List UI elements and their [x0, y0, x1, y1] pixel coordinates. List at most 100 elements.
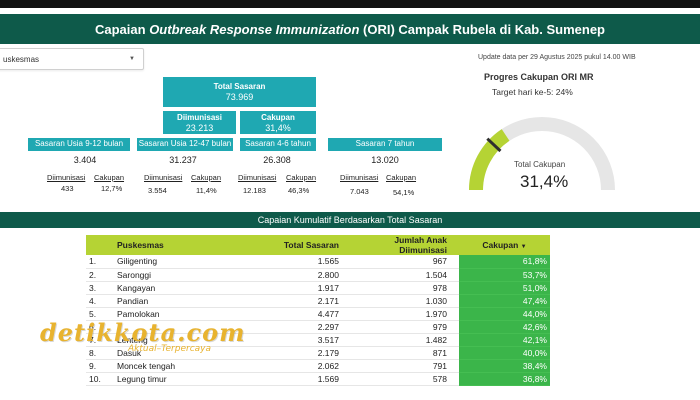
group-diimunisasi-label-9-12: Diimunisasi	[47, 173, 86, 182]
group-cakupan-label-7: Cakupan	[386, 173, 417, 182]
row-cakupan: 42,6%	[459, 320, 550, 334]
row-jumlah-diimunisasi: 1.482	[349, 333, 459, 347]
row-total-sasaran: 4.477	[247, 307, 349, 321]
sort-desc-icon: ▼	[520, 244, 527, 250]
row-no: 8.	[86, 346, 114, 360]
filter-value: uskesmas	[3, 54, 40, 64]
col-jumlah-diimunisasi[interactable]: Jumlah Anak Diimunisasi	[349, 235, 459, 255]
group-label-7: Sasaran 7 tahun	[328, 138, 442, 151]
group-sasaran-4-6: 26.308	[263, 155, 291, 165]
group-cakupan-label-9-12: Cakupan	[94, 173, 125, 182]
row-no: 3.	[86, 281, 114, 295]
progress-title: Progres Cakupan ORI MR	[484, 72, 594, 82]
row-jumlah-diimunisasi: 871	[349, 346, 459, 360]
table-row[interactable]: 1. Giligenting 1.565 967 61,8%	[86, 255, 550, 269]
row-total-sasaran: 1.569	[247, 372, 349, 386]
section-title: Capaian Kumulatif Berdasarkan Total Sasa…	[0, 212, 700, 228]
puskesmas-filter-dropdown[interactable]: uskesmas ▼	[0, 48, 144, 70]
row-cakupan: 44,0%	[459, 307, 550, 321]
watermark-logo: detikkota.com	[40, 318, 246, 347]
table-row[interactable]: 3. Kangayan 1.917 978 51,0%	[86, 281, 550, 295]
row-no: 4.	[86, 294, 114, 308]
group-cakupan-7: 54,1%	[393, 188, 415, 197]
row-cakupan: 47,4%	[459, 294, 550, 308]
row-total-sasaran: 1.917	[247, 281, 349, 295]
col-puskesmas[interactable]: Puskesmas	[114, 235, 247, 255]
row-puskesmas: Kangayan	[114, 281, 247, 295]
group-diimunisasi-label-12-47: Diimunisasi	[144, 173, 183, 182]
gauge-fill	[469, 129, 510, 191]
group-label-9-12: Sasaran Usia 9-12 bulan	[28, 138, 130, 151]
diimunisasi-label: Diimunisasi	[177, 113, 222, 122]
table-header-row: Puskesmas Total Sasaran Jumlah Anak Diim…	[86, 235, 550, 255]
group-cakupan-label-4-6: Cakupan	[286, 173, 317, 182]
total-sasaran-card: Total Sasaran 73.969	[163, 77, 316, 107]
table-row[interactable]: 2. Saronggi 2.800 1.504 53,7%	[86, 268, 550, 282]
group-diimunisasi-label-7: Diimunisasi	[340, 173, 379, 182]
row-cakupan: 42,1%	[459, 333, 550, 347]
row-jumlah-diimunisasi: 1.970	[349, 307, 459, 321]
coverage-table: Puskesmas Total Sasaran Jumlah Anak Diim…	[86, 235, 550, 386]
row-total-sasaran: 2.297	[247, 320, 349, 334]
row-puskesmas: Pandian	[114, 294, 247, 308]
chevron-down-icon: ▼	[129, 56, 135, 62]
group-diimunisasi-12-47: 3.554	[148, 186, 167, 195]
dashboard-title-bar: Capaian Outbreak Response Immunization (…	[0, 14, 700, 44]
group-cakupan-label-12-47: Cakupan	[191, 173, 222, 182]
row-jumlah-diimunisasi: 978	[349, 281, 459, 295]
row-no: 6.	[86, 320, 114, 334]
gauge-label: Total Cakupan	[514, 160, 566, 169]
top-strip	[0, 0, 700, 8]
row-jumlah-diimunisasi: 979	[349, 320, 459, 334]
gauge-target-marker	[486, 137, 502, 153]
row-puskesmas	[114, 320, 247, 334]
table-row[interactable]: 10. Legung timur 1.569 578 36,8%	[86, 372, 550, 386]
group-label-4-6: Sasaran 4-6 tahun	[240, 138, 316, 151]
row-puskesmas: Giligenting	[114, 255, 247, 269]
row-puskesmas: Legung timur	[114, 372, 247, 386]
gauge-value: 31,4%	[520, 172, 569, 191]
row-no: 10.	[86, 372, 114, 386]
table-row[interactable]: 8. Dasuk 2.179 871 40,0%	[86, 346, 550, 360]
group-cakupan-12-47: 11,4%	[196, 186, 217, 195]
col-no	[86, 235, 114, 255]
group-sasaran-9-12: 3.404	[73, 155, 97, 165]
row-total-sasaran: 2.062	[247, 359, 349, 373]
row-jumlah-diimunisasi: 967	[349, 255, 459, 269]
table-row[interactable]: 7. Lenteng 3.517 1.482 42,1%	[86, 333, 550, 347]
group-sasaran-7: 13.020	[371, 155, 399, 165]
col-cakupan[interactable]: Cakupan ▼	[459, 235, 550, 255]
row-puskesmas: Pamolokan	[114, 307, 247, 321]
row-no: 1.	[86, 255, 114, 269]
row-cakupan: 53,7%	[459, 268, 550, 282]
group-label-12-47: Sasaran Usia 12-47 bulan	[137, 138, 233, 151]
group-cakupan-9-12: 12,7%	[101, 184, 123, 193]
table-row[interactable]: 5. Pamolokan 4.477 1.970 44,0%	[86, 307, 550, 321]
row-total-sasaran: 1.565	[247, 255, 349, 269]
col-total-sasaran[interactable]: Total Sasaran	[247, 235, 349, 255]
table-row[interactable]: 9. Moncek tengah 2.062 791 38,4%	[86, 359, 550, 373]
row-puskesmas: Dasuk	[114, 346, 247, 360]
row-total-sasaran: 2.800	[247, 268, 349, 282]
row-total-sasaran: 2.171	[247, 294, 349, 308]
row-cakupan: 40,0%	[459, 346, 550, 360]
update-timestamp: Update data per 29 Agustus 2025 pukul 14…	[478, 54, 636, 61]
row-puskesmas: Moncek tengah	[114, 359, 247, 373]
group-diimunisasi-label-4-6: Diimunisasi	[238, 173, 277, 182]
diimunisasi-card: Diimunisasi 23.213	[163, 111, 236, 134]
row-no: 2.	[86, 268, 114, 282]
table-row[interactable]: 6. 2.297 979 42,6%	[86, 320, 550, 334]
row-jumlah-diimunisasi: 1.030	[349, 294, 459, 308]
cakupan-label: Cakupan	[261, 113, 295, 122]
cakupan-value: 31,4%	[265, 123, 291, 133]
row-no: 5.	[86, 307, 114, 321]
group-diimunisasi-9-12: 433	[61, 184, 74, 193]
row-total-sasaran: 2.179	[247, 346, 349, 360]
cakupan-card: Cakupan 31,4%	[240, 111, 316, 134]
row-no: 7.	[86, 333, 114, 347]
group-diimunisasi-4-6: 12.183	[243, 186, 266, 195]
table-row[interactable]: 4. Pandian 2.171 1.030 47,4%	[86, 294, 550, 308]
progress-target: Target hari ke-5: 24%	[492, 87, 573, 97]
row-total-sasaran: 3.517	[247, 333, 349, 347]
diimunisasi-value: 23.213	[185, 123, 214, 133]
